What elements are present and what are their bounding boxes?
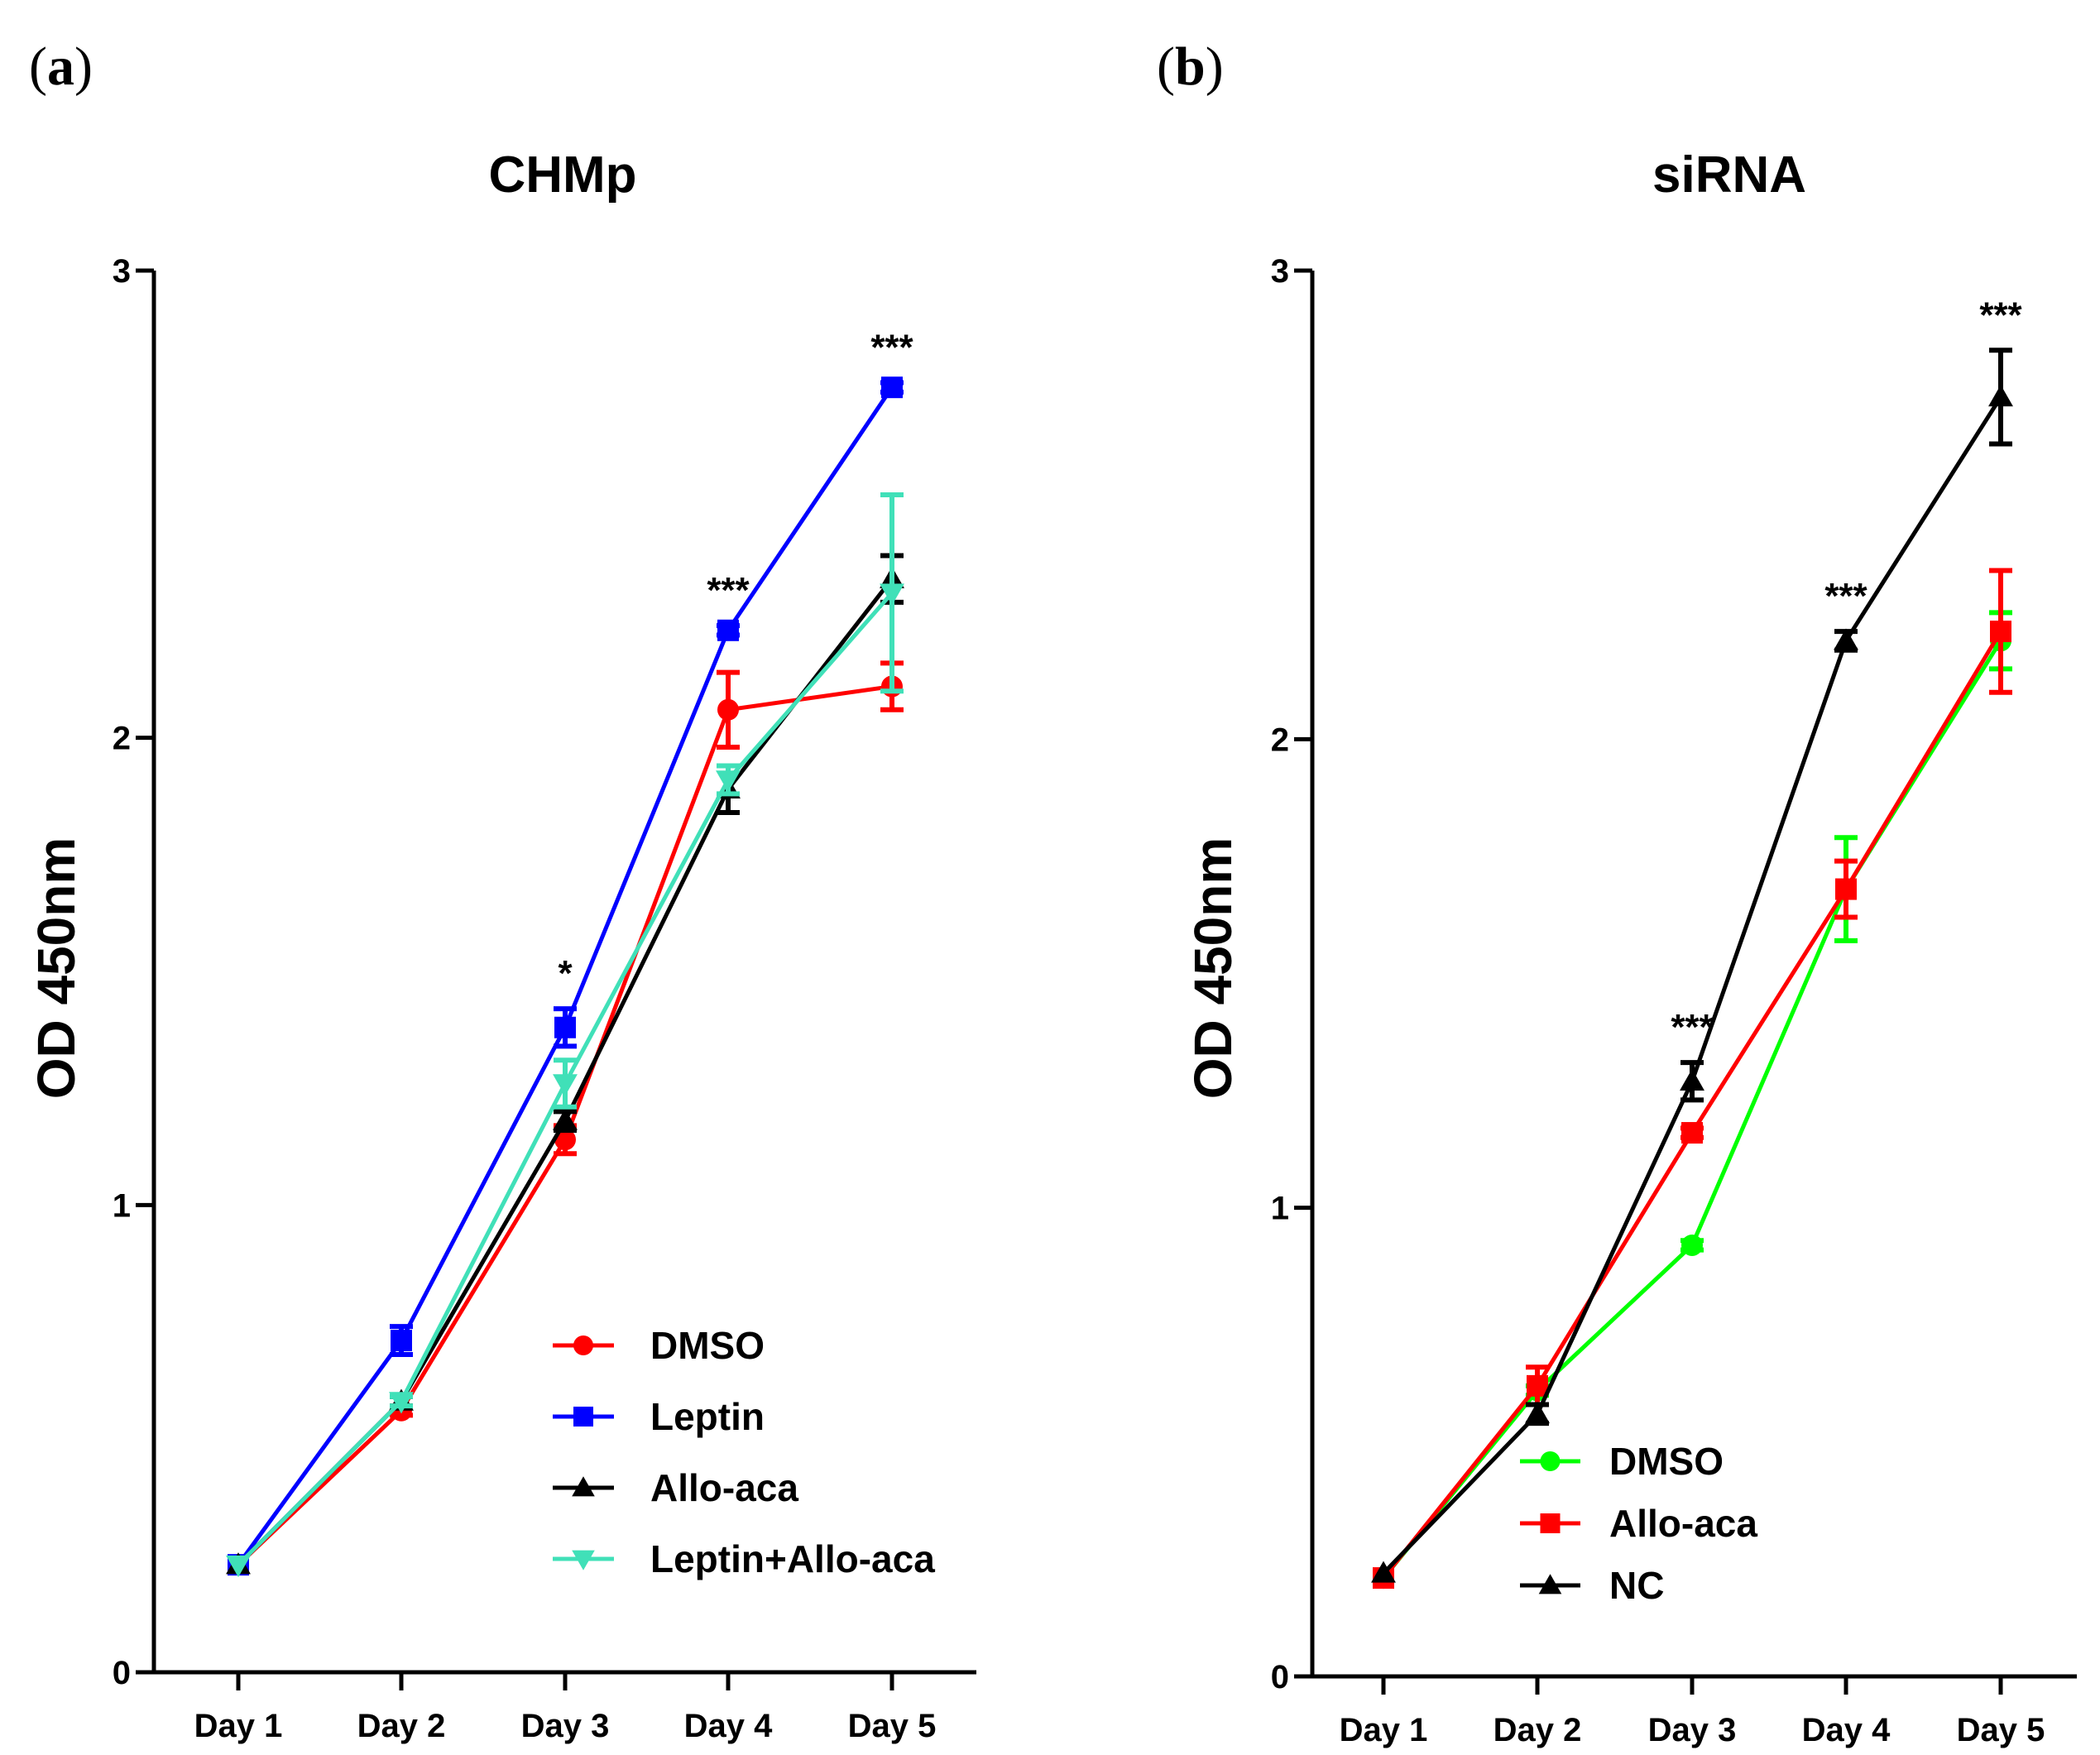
data-point — [1681, 1234, 1703, 1256]
panel-label: (a) — [29, 36, 93, 97]
y-axis-label: OD 450nm — [26, 837, 86, 1100]
legend-label: NC — [1609, 1564, 1664, 1607]
data-point — [553, 1074, 578, 1096]
chart-title: CHMp — [488, 146, 636, 204]
series-line — [1382, 640, 2003, 1580]
significance-label: *** — [870, 328, 913, 368]
data-point — [389, 1392, 414, 1414]
data-point — [553, 1108, 578, 1130]
data-point — [1680, 1068, 1704, 1091]
y-tick-label: 2 — [113, 721, 131, 757]
significance-label: *** — [1671, 1007, 1714, 1048]
legend-item: DMSO — [1520, 1440, 1724, 1483]
significance-label: *** — [707, 570, 750, 611]
legend-item: Leptin+Allo-aca — [553, 1537, 935, 1580]
legend-item: DMSO — [553, 1324, 765, 1367]
y-tick-label: 3 — [113, 253, 131, 290]
legend-item: Allo-aca — [553, 1466, 798, 1509]
series-line — [1382, 630, 2003, 1580]
significance-label: * — [558, 953, 573, 994]
data-point — [554, 1129, 576, 1151]
legend-swatch-marker — [572, 1550, 595, 1570]
data-point — [391, 1330, 412, 1352]
data-point — [1990, 621, 2011, 643]
legend-item: Leptin — [553, 1395, 765, 1438]
x-tick-label: Day 3 — [521, 1708, 610, 1744]
data-point — [717, 619, 739, 641]
data-point — [226, 1555, 251, 1578]
legend-label: Allo-aca — [650, 1466, 798, 1509]
y-tick-label: 0 — [113, 1655, 131, 1691]
chart-panel-a: (a) CHMp OD 450nm 0 1 2 3 Day 1 Day 2 Day 3 Day 4 D… — [26, 36, 976, 1744]
data-point — [554, 1016, 576, 1038]
data-point — [1525, 1401, 1550, 1424]
data-point — [1681, 1122, 1703, 1144]
legend: DMSO Leptin Allo-aca Leptin+Allo-aca — [553, 1324, 935, 1580]
legend-label: DMSO — [650, 1324, 765, 1367]
x-tick-label: Day 1 — [1340, 1712, 1428, 1748]
data-point — [1371, 1561, 1396, 1583]
legend-swatch-marker — [1538, 1574, 1562, 1594]
significance-label: *** — [1824, 576, 1867, 616]
data-point — [717, 698, 739, 721]
data-point — [1834, 628, 1858, 650]
legend-swatch-marker — [573, 1407, 593, 1427]
legend-label: Allo-aca — [1609, 1502, 1757, 1545]
legend-swatch-marker — [572, 1476, 595, 1497]
data-point — [716, 770, 741, 793]
y-tick-label: 3 — [1271, 253, 1289, 290]
legend-item: NC — [1520, 1564, 1664, 1607]
x-tick-label: Day 4 — [1802, 1712, 1891, 1748]
series-leptin-allo-aca — [226, 492, 904, 1578]
series-nc — [1371, 348, 2013, 1583]
legend-swatch-marker — [573, 1335, 593, 1355]
x-tick-label: Day 4 — [684, 1708, 773, 1744]
chart-title: siRNA — [1652, 146, 1806, 204]
x-tick-label: Day 2 — [357, 1708, 446, 1744]
x-tick-label: Day 5 — [1957, 1712, 2045, 1748]
x-tick-label: Day 3 — [1648, 1712, 1737, 1748]
significance-label: *** — [1979, 295, 2022, 335]
legend-swatch-marker — [1540, 1513, 1561, 1533]
y-tick-label: 1 — [1271, 1191, 1289, 1227]
legend-swatch-marker — [1540, 1451, 1561, 1471]
x-tick-label: Day 2 — [1493, 1712, 1582, 1748]
series-allo-aca — [1373, 568, 2012, 1590]
data-point — [1988, 384, 2013, 407]
data-point — [881, 376, 903, 399]
y-tick-label: 1 — [113, 1187, 131, 1224]
data-point — [1835, 878, 1857, 900]
legend: DMSO Allo-aca NC — [1520, 1440, 1757, 1607]
legend-label: Leptin — [650, 1395, 765, 1438]
y-tick-label: 0 — [1271, 1659, 1289, 1695]
data-point — [880, 583, 904, 606]
legend-item: Allo-aca — [1520, 1502, 1757, 1545]
panel-label: (b) — [1157, 36, 1224, 97]
y-axis-label: OD 450nm — [1183, 837, 1243, 1100]
y-tick-label: 2 — [1271, 722, 1289, 758]
chart-panel-b: (b) siRNA OD 450nm 0 1 2 3 Day 1 Day 2 Day 3 Day 4… — [1157, 36, 2077, 1748]
legend-label: DMSO — [1609, 1440, 1724, 1483]
x-tick-label: Day 1 — [194, 1708, 283, 1744]
series-line — [1382, 396, 2003, 1575]
legend-label: Leptin+Allo-aca — [650, 1537, 935, 1580]
data-point — [1527, 1374, 1548, 1397]
x-tick-label: Day 5 — [848, 1708, 937, 1744]
